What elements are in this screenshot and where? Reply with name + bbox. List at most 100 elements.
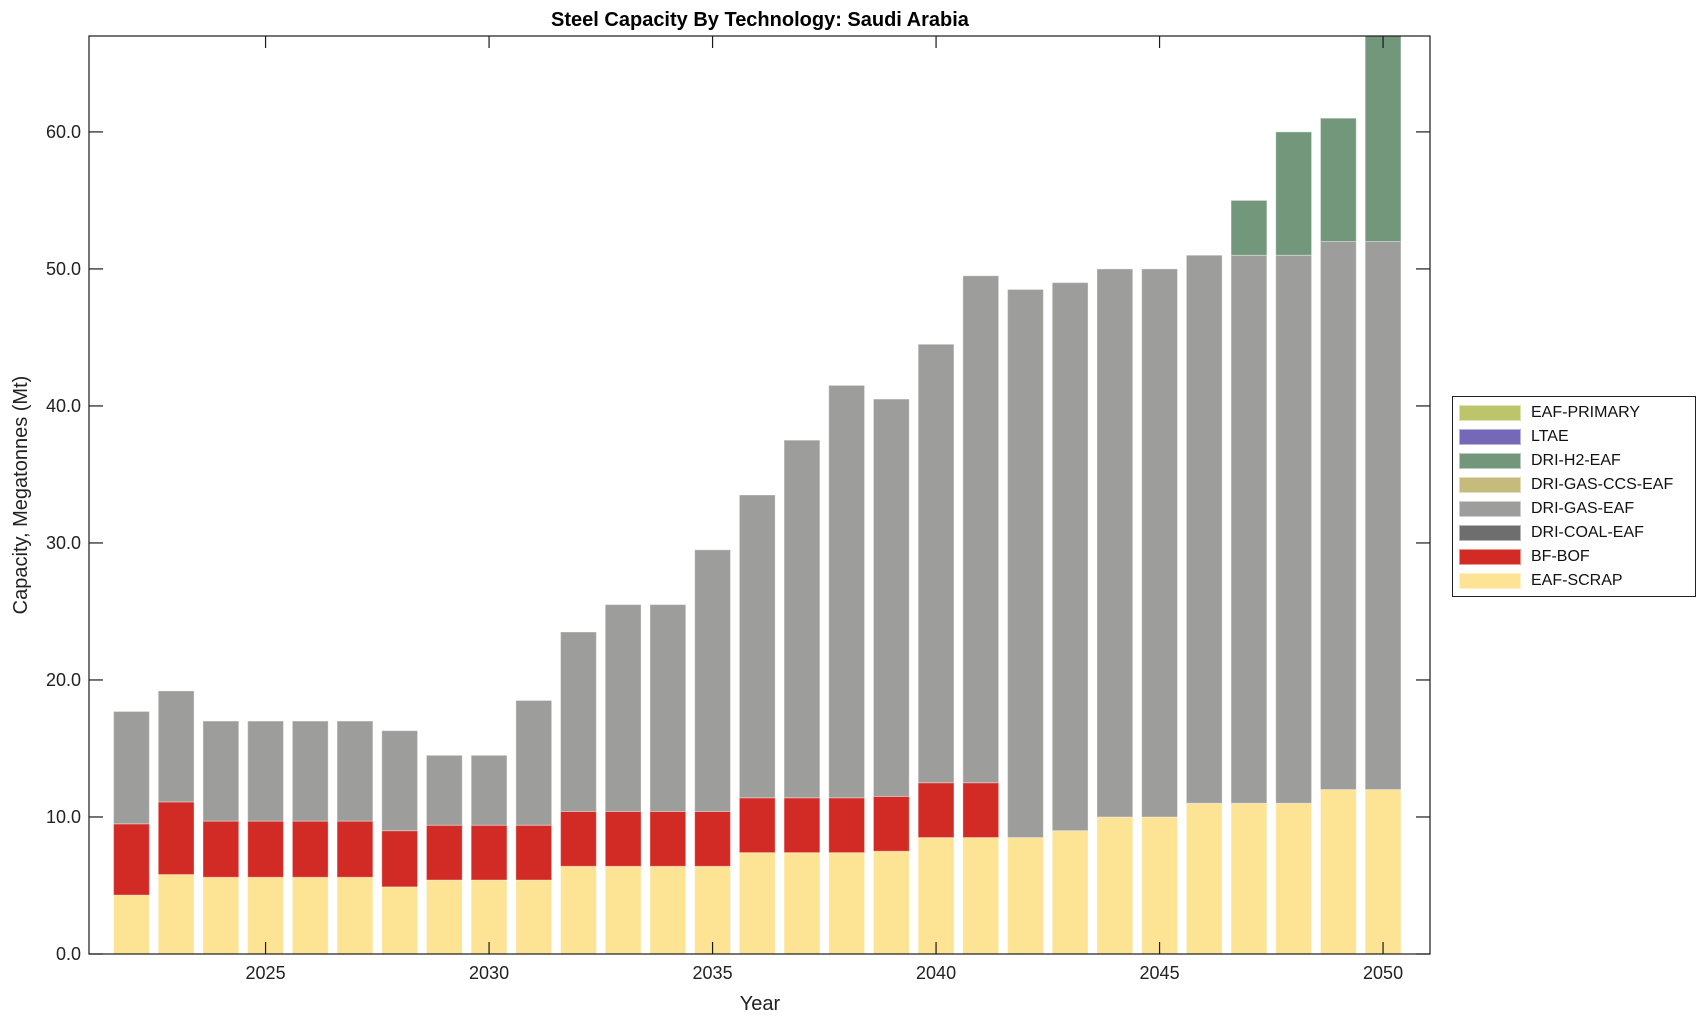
- legend-swatch: [1459, 429, 1521, 445]
- bar-eaf-scrap-2028: [381, 886, 419, 955]
- bar-eaf-scrap-2039: [872, 850, 910, 955]
- y-axis-label: Capacity, Megatonnes (Mt): [10, 376, 32, 615]
- x-tick-label: 2040: [916, 963, 956, 983]
- legend-label: DRI-H2-EAF: [1531, 452, 1621, 469]
- bar-eaf-scrap-2035: [694, 865, 731, 955]
- bar-dri-gas-eaf-2041: [962, 275, 1000, 784]
- bar-eaf-scrap-2036: [738, 852, 776, 955]
- bar-dri-gas-eaf-2033: [604, 604, 642, 812]
- bar-dri-gas-eaf-2022: [113, 710, 150, 825]
- bar-eaf-scrap-2050: [1364, 789, 1402, 955]
- bar-eaf-scrap-2033: [604, 865, 642, 955]
- bar-dri-gas-eaf-2026: [291, 720, 329, 822]
- bar-dri-gas-eaf-2040: [917, 343, 955, 784]
- x-axis-label: Year: [740, 993, 781, 1015]
- y-tick-label: 10.0: [46, 807, 81, 827]
- legend-swatch: [1459, 477, 1521, 493]
- x-tick-label: 2045: [1140, 963, 1180, 983]
- bar-dri-gas-eaf-2029: [425, 754, 463, 826]
- x-tick-label: 2050: [1363, 963, 1403, 983]
- legend-item-ltae: LTAE: [1453, 425, 1695, 449]
- bar-bf-bof-2028: [381, 830, 419, 888]
- bar-bf-bof-2041: [962, 782, 1000, 839]
- bar-eaf-scrap-2026: [291, 876, 329, 955]
- bar-bf-bof-2031: [515, 824, 553, 881]
- bar-dri-gas-eaf-2044: [1096, 268, 1134, 818]
- bar-bf-bof-2022: [113, 823, 150, 896]
- bar-dri-gas-eaf-2036: [738, 494, 776, 799]
- y-tick-label: 50.0: [46, 259, 81, 279]
- legend-swatch: [1459, 405, 1521, 421]
- bar-eaf-scrap-2023: [157, 874, 195, 955]
- legend-swatch: [1459, 525, 1521, 541]
- legend-item-dri-gas-eaf: DRI-GAS-EAF: [1453, 497, 1695, 521]
- bar-eaf-scrap-2046: [1185, 802, 1223, 955]
- bar-dri-gas-eaf-2046: [1185, 254, 1223, 804]
- bar-eaf-scrap-2047: [1230, 802, 1268, 955]
- legend-label: BF-BOF: [1531, 548, 1590, 565]
- bar-dri-gas-eaf-2042: [1007, 288, 1044, 839]
- bars-layer: [113, 35, 1402, 955]
- bar-dri-gas-eaf-2037: [783, 439, 821, 799]
- bar-dri-gas-eaf-2043: [1051, 282, 1089, 832]
- bar-dri-gas-eaf-2032: [560, 631, 597, 813]
- bar-eaf-scrap-2043: [1051, 830, 1089, 955]
- legend-label: DRI-COAL-EAF: [1531, 524, 1644, 541]
- bar-bf-bof-2023: [157, 801, 195, 876]
- legend-label: EAF-PRIMARY: [1531, 404, 1641, 421]
- y-tick-label: 40.0: [46, 396, 81, 416]
- bar-eaf-scrap-2022: [113, 894, 150, 955]
- bar-bf-bof-2026: [291, 820, 329, 878]
- bar-eaf-scrap-2029: [425, 879, 463, 955]
- bar-eaf-scrap-2024: [202, 876, 240, 955]
- legend-label: LTAE: [1531, 428, 1569, 445]
- legend-item-eaf-scrap: EAF-SCRAP: [1453, 569, 1695, 593]
- x-axis: 2025 2030 2035 2040 2045 2050: [246, 36, 1403, 983]
- bar-dri-h2-eaf-2047: [1230, 199, 1268, 256]
- bar-bf-bof-2024: [202, 820, 240, 878]
- x-tick-label: 2025: [246, 963, 286, 983]
- bar-dri-gas-eaf-2027: [336, 720, 374, 822]
- bar-eaf-scrap-2042: [1007, 837, 1044, 955]
- bar-dri-gas-eaf-2035: [694, 549, 731, 813]
- y-tick-label: 0.0: [56, 944, 81, 964]
- bar-eaf-scrap-2048: [1275, 802, 1313, 955]
- bar-bf-bof-2030: [470, 824, 508, 881]
- bar-eaf-scrap-2031: [515, 879, 553, 955]
- legend-item-dri-h2-eaf: DRI-H2-EAF: [1453, 449, 1695, 473]
- x-tick-label: 2035: [693, 963, 733, 983]
- legend-item-dri-coal-eaf: DRI-COAL-EAF: [1453, 521, 1695, 545]
- bar-eaf-scrap-2034: [649, 865, 687, 955]
- bar-bf-bof-2029: [425, 824, 463, 881]
- bar-dri-gas-eaf-2024: [202, 720, 240, 822]
- chart-title: Steel Capacity By Technology: Saudi Arab…: [551, 9, 970, 31]
- legend-item-eaf-primary: EAF-PRIMARY: [1453, 401, 1695, 425]
- y-axis: 0.0 10.0 20.0 30.0 40.0 50.0 60.0: [46, 122, 1430, 964]
- x-tick-label: 2030: [469, 963, 509, 983]
- bar-dri-gas-eaf-2031: [515, 700, 553, 826]
- bar-bf-bof-2036: [738, 797, 776, 854]
- y-tick-label: 20.0: [46, 670, 81, 690]
- bar-eaf-scrap-2027: [336, 876, 374, 955]
- legend-swatch: [1459, 501, 1521, 517]
- bar-dri-gas-eaf-2047: [1230, 254, 1268, 804]
- bar-bf-bof-2037: [783, 797, 821, 854]
- bar-bf-bof-2035: [694, 811, 731, 867]
- bar-bf-bof-2033: [604, 811, 642, 867]
- bar-bf-bof-2040: [917, 782, 955, 839]
- legend-swatch: [1459, 573, 1521, 589]
- bar-eaf-scrap-2032: [560, 865, 597, 955]
- bar-dri-gas-eaf-2048: [1275, 254, 1313, 804]
- bar-dri-h2-eaf-2049: [1319, 117, 1357, 243]
- bar-dri-gas-eaf-2028: [381, 730, 419, 832]
- bar-dri-gas-eaf-2025: [247, 720, 284, 822]
- bar-dri-gas-eaf-2049: [1319, 241, 1357, 791]
- bar-dri-gas-eaf-2034: [649, 604, 687, 812]
- bar-dri-gas-eaf-2038: [828, 384, 866, 799]
- legend-swatch: [1459, 549, 1521, 565]
- bar-dri-h2-eaf-2048: [1275, 131, 1313, 256]
- legend: EAF-PRIMARY LTAE DRI-H2-EAF DRI-GAS-CCS-EAF…: [1452, 396, 1696, 597]
- bar-dri-gas-eaf-2045: [1141, 268, 1178, 818]
- bar-eaf-scrap-2044: [1096, 816, 1134, 955]
